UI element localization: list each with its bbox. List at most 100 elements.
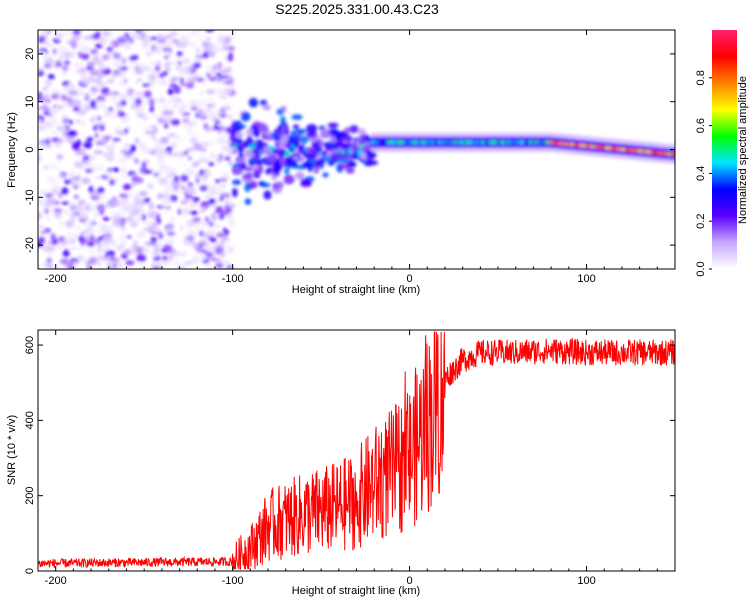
noise-blob (214, 187, 223, 195)
noise-blob (179, 77, 184, 84)
noise-blob (68, 263, 74, 269)
noise-blob (142, 35, 151, 44)
noise-blob (177, 151, 185, 158)
noise-blob (199, 220, 207, 225)
noise-blob (150, 237, 158, 242)
noise-blob (117, 65, 122, 74)
noise-blob (187, 132, 194, 138)
noise-blob (222, 89, 232, 94)
noise-blob (51, 94, 58, 99)
noise-blob (44, 216, 52, 220)
noise-blob (129, 67, 134, 72)
noise-blob (182, 43, 187, 49)
noise-blob (182, 163, 189, 167)
noise-blob (152, 126, 158, 134)
noise-blob (185, 185, 195, 193)
noise-blob (195, 160, 201, 165)
snr-xtick-label: -200 (45, 575, 67, 587)
noise-blob (111, 200, 121, 207)
snr-ytick-label: 400 (24, 411, 36, 429)
noise-blob (215, 87, 225, 96)
noise-blob (209, 198, 216, 205)
signal-blob (295, 129, 307, 134)
noise-blob (162, 260, 170, 266)
noise-blob (123, 128, 129, 134)
signal-blob (293, 142, 300, 148)
noise-blob (82, 91, 92, 97)
noise-blob (208, 76, 217, 82)
noise-blob (206, 37, 211, 41)
noise-blob (176, 56, 181, 60)
noise-blob (45, 44, 55, 48)
noise-blob (123, 32, 130, 38)
noise-blob (189, 79, 198, 83)
signal-blob (330, 152, 340, 160)
signal-blob (274, 142, 281, 148)
noise-blob (203, 232, 208, 238)
noise-blob (187, 126, 193, 135)
noise-blob (40, 124, 51, 130)
noise-blob (144, 125, 149, 131)
noise-blob (220, 66, 228, 71)
noise-blob (107, 79, 115, 84)
noise-blob (120, 99, 127, 106)
noise-blob (202, 52, 209, 59)
noise-blob (204, 65, 214, 71)
signal-blob (357, 128, 367, 136)
noise-blob (221, 172, 231, 180)
noise-blob (96, 71, 105, 79)
signal-blob (312, 143, 319, 149)
noise-blob (118, 112, 126, 117)
noise-blob (134, 66, 140, 70)
noise-blob (43, 98, 52, 104)
signal-blob (306, 131, 318, 138)
noise-blob (106, 46, 113, 53)
noise-blob (107, 263, 112, 269)
noise-blob (169, 83, 178, 87)
noise-blob (111, 242, 118, 249)
noise-blob (177, 208, 182, 216)
noise-blob (40, 141, 47, 149)
figure-title: S225.2025.331.00.43.C23 (275, 1, 439, 17)
noise-blob (180, 200, 188, 205)
noise-blob (63, 51, 72, 59)
noise-blob (125, 112, 131, 121)
noise-blob (161, 255, 168, 261)
noise-blob (86, 265, 92, 269)
noise-blob (159, 115, 166, 119)
noise-blob (151, 225, 160, 233)
noise-blob (53, 166, 62, 171)
noise-blob (132, 217, 142, 224)
noise-blob (180, 82, 186, 87)
noise-blob (38, 91, 43, 97)
signal-blob (300, 178, 312, 185)
noise-blob (222, 105, 232, 111)
noise-blob (135, 137, 140, 145)
noise-blob (181, 125, 191, 129)
noise-blob (118, 81, 127, 87)
noise-blob (130, 144, 137, 153)
noise-blob (101, 106, 109, 110)
noise-blob (110, 257, 120, 263)
noise-blob (229, 203, 236, 208)
noise-blob (64, 220, 75, 228)
snr-ytick-label: 200 (24, 487, 36, 505)
noise-blob (161, 111, 170, 116)
noise-blob (66, 130, 77, 137)
noise-blob (219, 177, 228, 182)
noise-blob (115, 126, 123, 132)
noise-blob (102, 152, 108, 157)
noise-blob (150, 132, 156, 141)
noise-blob (95, 43, 103, 49)
noise-blob (166, 232, 176, 236)
signal-blob (239, 162, 247, 170)
spectrogram-xtick-label: 100 (577, 273, 595, 285)
noise-blob (170, 119, 181, 126)
noise-blob (94, 222, 102, 227)
noise-blob (147, 183, 154, 190)
noise-blob (157, 218, 161, 225)
noise-blob (136, 177, 144, 184)
band-core (670, 152, 675, 157)
signal-blob (314, 167, 320, 173)
signal-blob (281, 133, 289, 142)
